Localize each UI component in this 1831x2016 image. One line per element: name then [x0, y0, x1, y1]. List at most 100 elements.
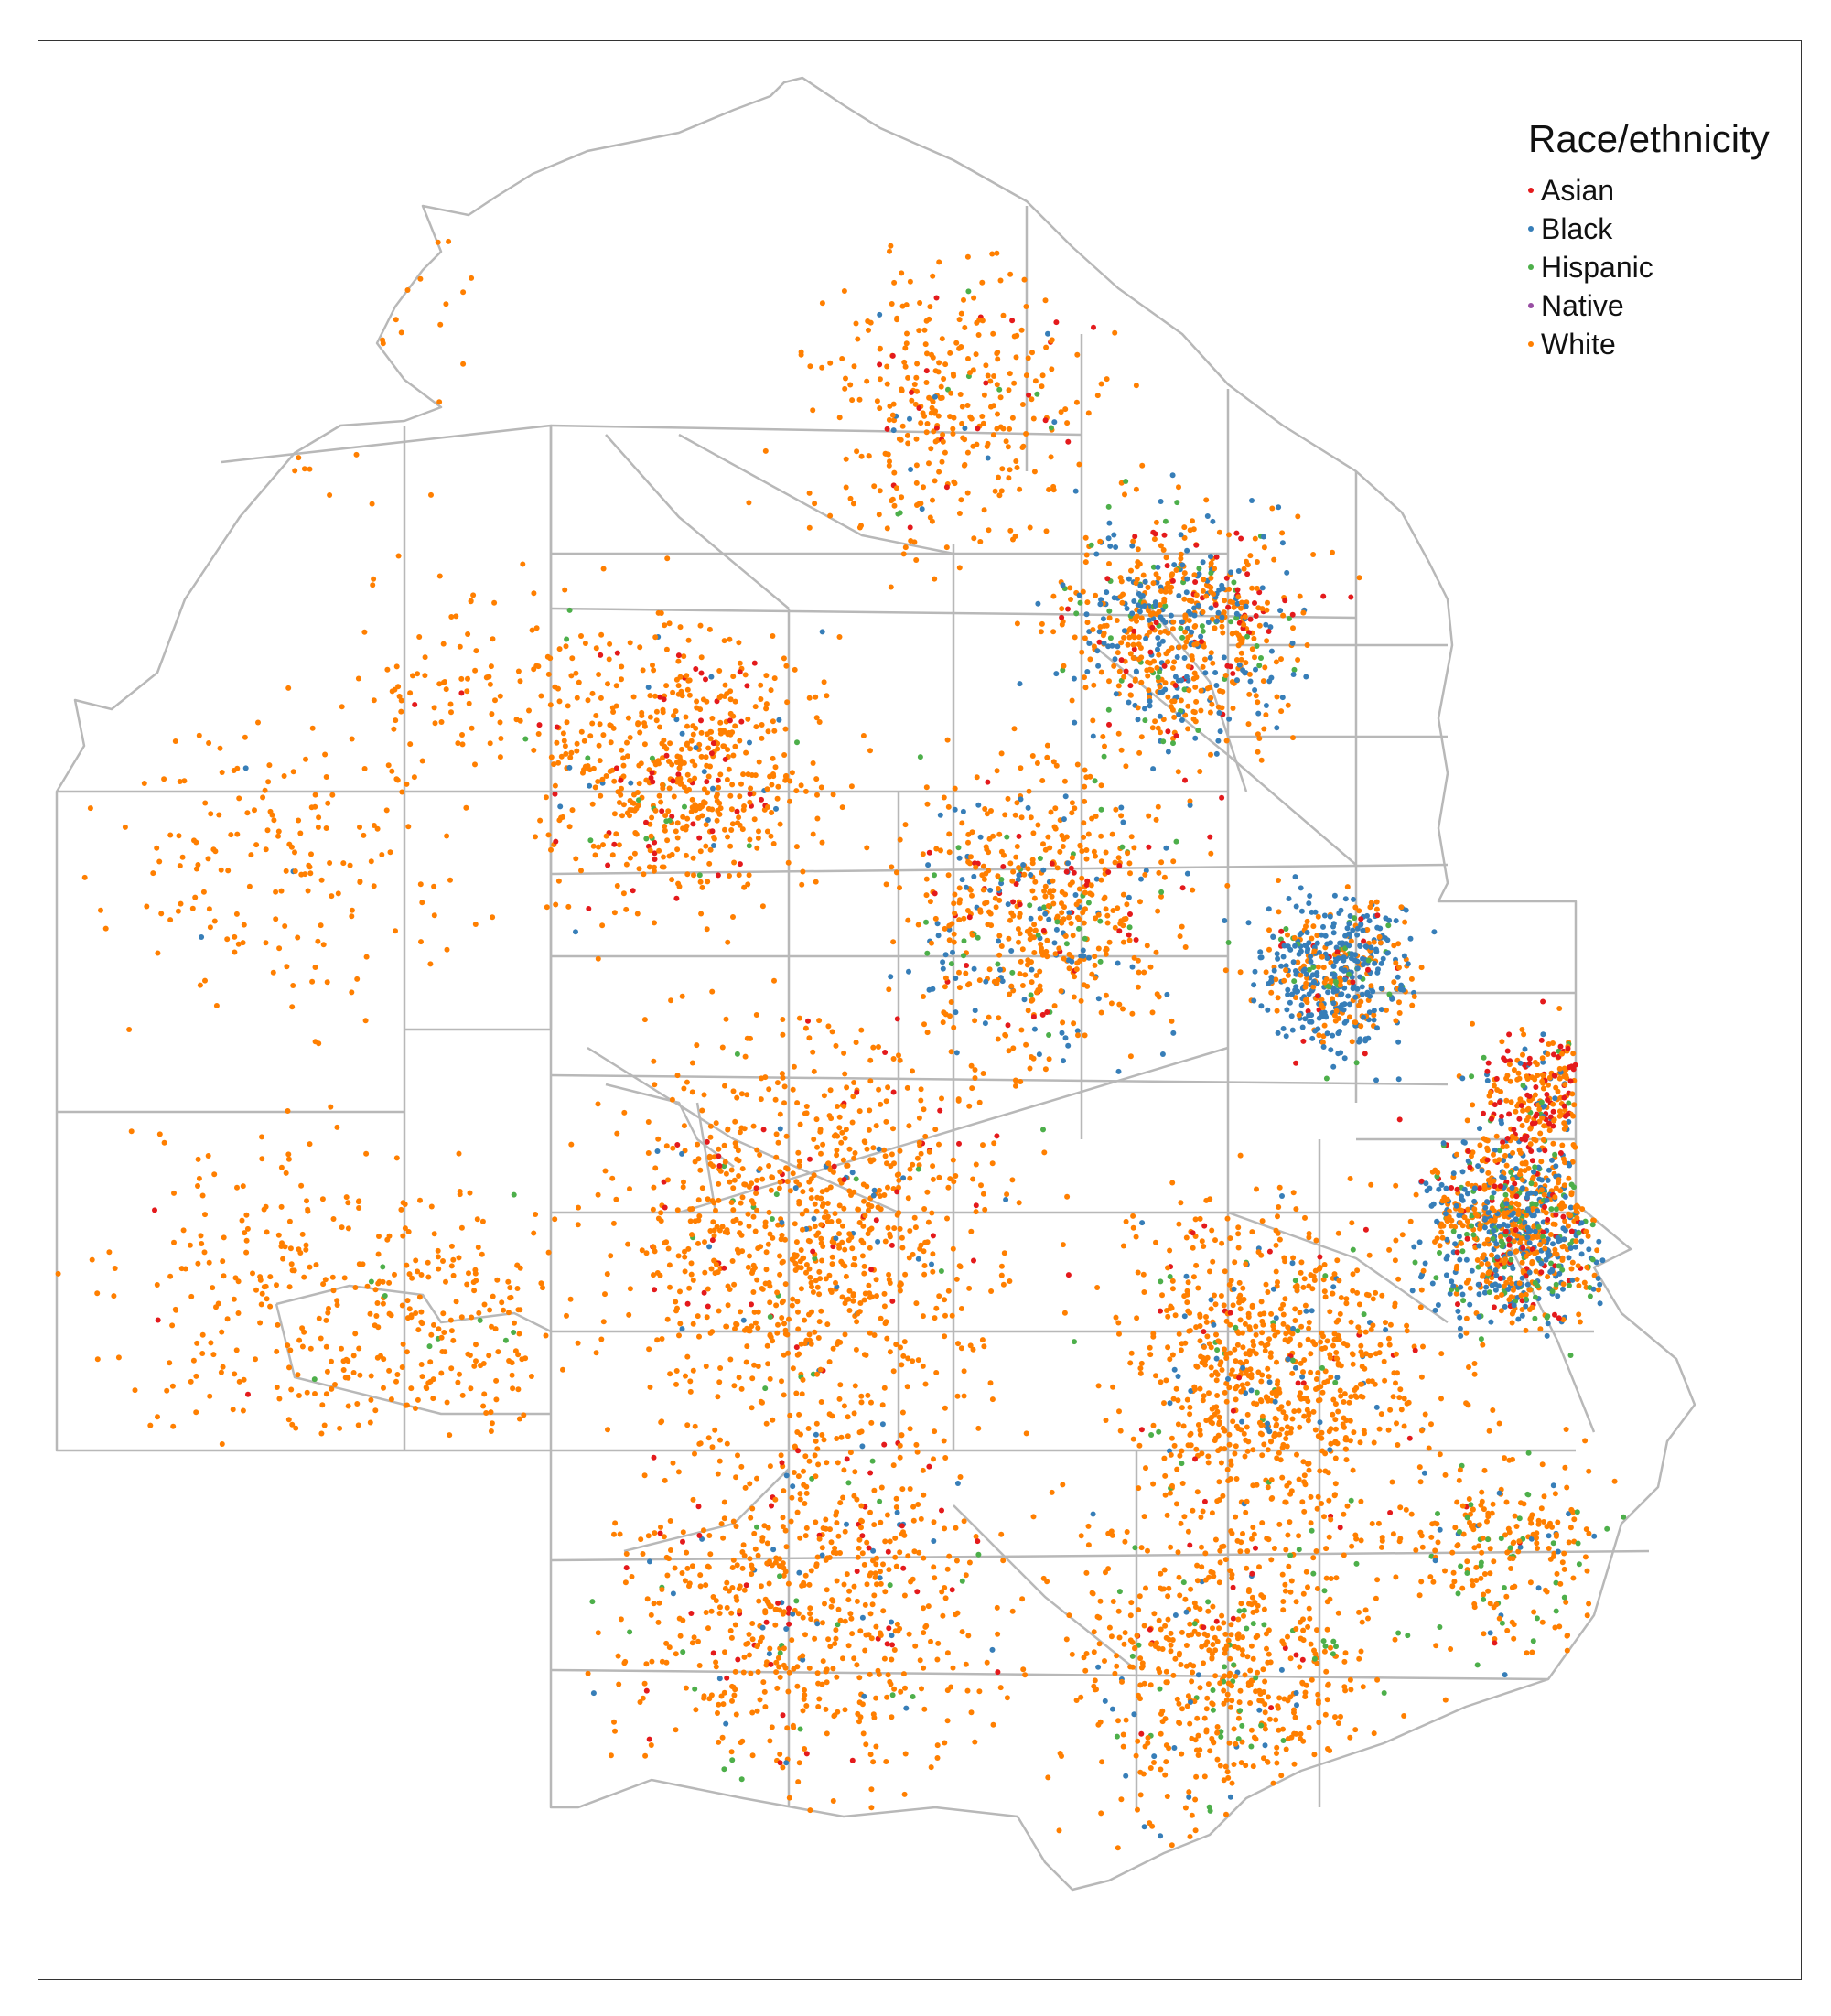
dot-black [1178, 532, 1184, 538]
dot-white [977, 539, 984, 544]
dot-white [1529, 1304, 1535, 1310]
dot-white [244, 1225, 251, 1232]
dot-white [345, 1225, 351, 1232]
dot-white [444, 833, 450, 839]
dot-asian [1565, 1045, 1571, 1051]
dot-white [241, 1376, 247, 1383]
dot-white [447, 877, 453, 883]
dot-white [730, 752, 737, 759]
dot-white [818, 1399, 824, 1405]
dot-white [1220, 630, 1226, 636]
dot-asian [1234, 587, 1241, 593]
dot-white [1121, 674, 1127, 680]
dot-white [1484, 1261, 1491, 1267]
dot-white [827, 1287, 834, 1293]
dot-hispanic [1097, 918, 1104, 924]
dot-white [979, 414, 986, 419]
dot-white [1546, 1074, 1553, 1081]
dot-asian [1252, 600, 1257, 606]
dot-white [1104, 920, 1111, 926]
dot-white [1346, 1014, 1352, 1020]
dot-white [562, 743, 568, 749]
dot-white [339, 1345, 344, 1352]
dot-white [544, 904, 550, 911]
dot-asian [1199, 639, 1205, 644]
dot-white [776, 1185, 782, 1191]
dot-black [1263, 621, 1269, 628]
dot-asian [1516, 1116, 1523, 1122]
dot-hispanic [955, 845, 962, 851]
dot-asian [1563, 1113, 1568, 1119]
dot-white [459, 732, 465, 738]
dot-black [1322, 933, 1329, 939]
dot-white [775, 1139, 781, 1146]
dot-white [1509, 1280, 1514, 1287]
dot-white [576, 679, 582, 685]
dot-asian [964, 963, 970, 968]
dot-white [722, 1083, 727, 1089]
dot-black [1265, 1007, 1271, 1013]
dot-white [998, 488, 1005, 494]
dot-white [1492, 1158, 1499, 1164]
dot-white [851, 1189, 857, 1195]
dot-white [729, 782, 736, 788]
dot-white [1393, 1018, 1399, 1024]
dot-white [961, 915, 967, 922]
dot-white [924, 350, 930, 357]
dot-white [854, 1319, 860, 1325]
dot-white [1147, 660, 1153, 666]
dot-black [1302, 1016, 1309, 1022]
dot-white [667, 740, 673, 747]
dot-white [1229, 679, 1235, 685]
dot-white [651, 667, 657, 674]
dot-white [971, 295, 977, 301]
dot-white [239, 1217, 245, 1224]
dot-black [1285, 986, 1291, 993]
dot-hispanic [995, 961, 1001, 967]
dot-white [1155, 803, 1161, 810]
dot-white [1106, 615, 1113, 621]
dot-black [1179, 717, 1185, 723]
dot-asian [1065, 438, 1072, 445]
dot-asian [1540, 1229, 1546, 1235]
dot-white [217, 745, 223, 751]
dot-white [907, 1228, 913, 1234]
dot-asian [1042, 417, 1049, 424]
dot-white [1465, 1180, 1471, 1187]
dot-black [701, 769, 707, 775]
dot-black [1366, 1009, 1373, 1016]
dot-white [379, 852, 385, 857]
dot-white [681, 760, 687, 766]
dot-black [1544, 1197, 1550, 1203]
dot-black [1274, 725, 1280, 731]
dot-white [220, 1258, 226, 1265]
dot-asian [956, 1140, 962, 1147]
dot-hispanic [1244, 633, 1250, 640]
dot-white [736, 1375, 742, 1381]
dot-white [81, 874, 88, 880]
dot-white [1115, 855, 1122, 861]
dot-white [1005, 795, 1011, 802]
dot-white [234, 765, 241, 771]
dot-white [122, 824, 128, 830]
dot-white [463, 804, 469, 811]
dot-white [292, 868, 298, 874]
dot-black [1333, 944, 1340, 951]
dot-white [491, 599, 498, 606]
dot-white [1049, 893, 1055, 900]
dot-white [589, 801, 596, 807]
dot-white [994, 250, 1000, 256]
dot-asian [1526, 1061, 1533, 1066]
dot-white [950, 426, 956, 432]
dot-white [234, 831, 241, 837]
dot-black [1555, 1293, 1561, 1299]
dot-white [1203, 497, 1210, 503]
dot-asian [1000, 864, 1007, 869]
dot-white [824, 1201, 831, 1206]
dot-asian [1561, 1103, 1567, 1109]
dot-black [1051, 419, 1058, 426]
dot-white [1568, 1190, 1575, 1196]
dot-white [1293, 995, 1298, 1001]
dot-white [730, 1218, 737, 1224]
dot-white [988, 1288, 995, 1294]
